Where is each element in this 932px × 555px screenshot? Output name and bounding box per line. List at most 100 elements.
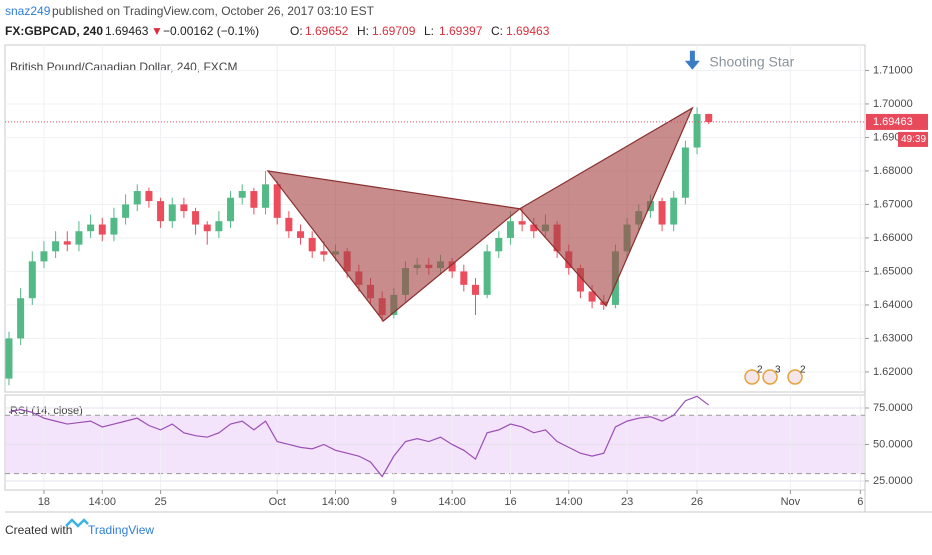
candle-body	[576, 268, 584, 292]
candle-body	[52, 241, 60, 252]
candle-body	[460, 271, 468, 285]
annotation-arrow	[684, 50, 700, 70]
x-tick-label: 6	[857, 496, 863, 508]
candle-body	[40, 251, 48, 262]
candle-body	[262, 184, 270, 208]
y-tick-label: 1.67000	[873, 198, 913, 210]
x-tick-label: 14:00	[555, 496, 583, 508]
candle-body	[98, 224, 106, 235]
ohlc-label: C:	[491, 24, 503, 38]
y-tick-label: 1.68000	[873, 165, 913, 177]
x-tick-label: 14:00	[89, 496, 117, 508]
logo	[65, 518, 89, 528]
candle-body	[471, 284, 479, 295]
countdown-box	[898, 131, 928, 147]
rsi-line	[8, 395, 710, 478]
candle-body	[705, 113, 713, 123]
y-tick-label: 1.70000	[873, 98, 913, 110]
candle-body	[518, 221, 526, 225]
candle-body	[87, 224, 95, 232]
last-price-box	[866, 113, 928, 130]
y-tick-label: 1.62000	[873, 366, 913, 378]
created-with: Created with	[5, 523, 72, 537]
x-tick-label: 9	[391, 496, 397, 508]
x-tick-label: 18	[38, 496, 50, 508]
candle-body	[75, 231, 83, 245]
event-icon[interactable]	[787, 369, 803, 385]
candle-body	[192, 211, 200, 225]
candle-body	[588, 291, 596, 302]
y-tick-label: 1.65000	[873, 265, 913, 277]
candle-body	[203, 224, 211, 232]
event-icon[interactable]	[762, 369, 778, 385]
published: published on TradingView.com, October 26…	[52, 4, 375, 18]
candle-body	[285, 217, 293, 232]
background-layer	[5, 45, 865, 490]
y-tick-label: 1.66000	[873, 232, 913, 244]
y-tick-label: 50.0000	[873, 438, 913, 450]
y-tick-label: 75.0000	[873, 402, 913, 414]
event-count: 3	[775, 365, 781, 376]
annotation: Shooting Star	[709, 53, 794, 69]
x-tick-label: Oct	[269, 496, 286, 508]
harmonic-pattern	[518, 106, 694, 308]
y-tick-label: 1.63000	[873, 332, 913, 344]
y-tick-label: 1.71000	[873, 64, 913, 76]
ohlc-value: 1.69463	[506, 24, 550, 38]
event-count: 2	[800, 365, 806, 376]
candle-body	[530, 224, 538, 232]
candle-body	[28, 261, 36, 299]
countdown: 49:39	[901, 134, 926, 145]
x-tick-label: Nov	[781, 496, 801, 508]
user[interactable]: snaz249	[5, 4, 51, 18]
x-tick-label: 14:00	[322, 496, 350, 508]
candle-body	[483, 251, 491, 295]
candle-body	[448, 261, 456, 272]
last-price-label: 1.69463	[873, 116, 913, 128]
candle-body	[5, 338, 13, 379]
change: −0.00162 (−0.1%)	[163, 24, 259, 38]
candle-body	[238, 191, 246, 198]
x-tick-label: 23	[621, 496, 633, 508]
candle-body	[658, 201, 666, 225]
y-tick-label: 1.64000	[873, 299, 913, 311]
ohlc-value: 1.69397	[439, 24, 483, 38]
candle-body	[646, 201, 654, 212]
candle-body	[273, 184, 281, 218]
ohlc-label: O:	[290, 24, 303, 38]
ohlc-value: 1.69652	[305, 24, 349, 38]
last: 1.69463	[105, 24, 149, 38]
x-tick-label: 26	[691, 496, 703, 508]
candle-body	[506, 221, 514, 238]
event-icon[interactable]	[744, 369, 760, 385]
candle-body	[693, 113, 701, 148]
candle-body	[110, 217, 118, 235]
candle-body	[180, 204, 188, 212]
candle-body	[63, 241, 71, 245]
candle-body	[17, 298, 25, 339]
candle-body	[681, 147, 689, 198]
candle-body	[168, 204, 176, 222]
y-tick-label: 25.0000	[873, 475, 913, 487]
brand[interactable]: TradingView	[88, 523, 154, 537]
candle-body	[495, 237, 503, 252]
candle-body	[308, 237, 316, 252]
event-count: 2	[757, 365, 763, 376]
candle-body	[133, 191, 141, 205]
ohlc-label: H:	[357, 24, 369, 38]
candle-body	[670, 197, 678, 225]
x-tick-label: 25	[154, 496, 166, 508]
candle-body	[320, 251, 328, 255]
x-tick-label: 14:00	[438, 496, 466, 508]
candle-body	[145, 191, 153, 202]
candle-body	[122, 204, 130, 218]
ohlc-value: 1.69709	[372, 24, 416, 38]
ohlc-label: L:	[424, 24, 434, 38]
direction: ▼	[151, 24, 163, 38]
harmonic-pattern	[266, 170, 522, 322]
candle-body	[250, 191, 258, 208]
candle-body	[157, 201, 165, 222]
candle-body	[227, 197, 235, 222]
symbol: FX:GBPCAD, 240	[5, 24, 103, 38]
